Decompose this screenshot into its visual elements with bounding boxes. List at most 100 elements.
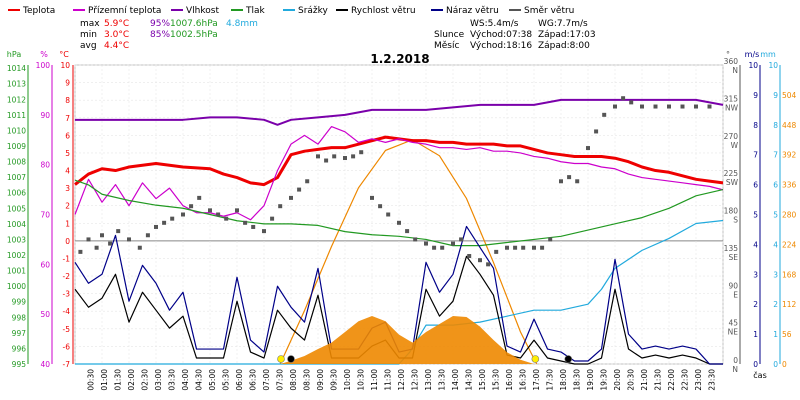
- wind-direction-point: [116, 229, 121, 234]
- temperature-tick-label: 7: [65, 114, 70, 123]
- wind-direction-point: [707, 104, 712, 109]
- temperature-tick-label: 1: [65, 219, 70, 228]
- temperature-tick-label: -6: [63, 342, 71, 351]
- wind-direction-point: [208, 208, 212, 213]
- wind-direction-point: [216, 212, 221, 217]
- series-p-zemn-teplota: [74, 125, 724, 221]
- x-tick-label: 13:00: [424, 369, 433, 391]
- x-tick-label: 15:00: [478, 369, 487, 391]
- pressure-tick-label: 1004: [7, 220, 26, 229]
- temperature-tick-label: 3: [65, 184, 70, 193]
- wind-tick-label: 3: [753, 270, 758, 279]
- pressure-tick-label: 998: [12, 313, 27, 322]
- direction-cardinal-label: N: [732, 66, 738, 75]
- pressure-tick-label: 1014: [7, 64, 26, 73]
- x-tick-label: 03:00: [154, 369, 163, 391]
- wind-direction-point: [181, 212, 185, 217]
- wind-direction-point: [680, 104, 685, 109]
- wind-direction-point: [494, 249, 499, 254]
- direction-cardinal-label: W: [731, 141, 739, 150]
- wind-direction-point: [405, 229, 410, 234]
- wind-tick-label: 4: [753, 240, 758, 249]
- wind-direction-point: [224, 216, 229, 221]
- x-tick-label: 17:00: [532, 369, 541, 391]
- solar-radiation-area: [280, 315, 534, 364]
- wind-direction-point: [162, 220, 167, 225]
- wind-direction-point: [127, 237, 131, 242]
- wind-direction-point: [189, 204, 194, 209]
- wind-direction-point: [467, 254, 472, 259]
- sunrise-marker: [277, 355, 285, 363]
- moon-label: Měsíc: [434, 41, 459, 51]
- radiation-tick-label: 112: [782, 300, 797, 309]
- wind-direction-point: [653, 104, 658, 109]
- x-tick-label: 07:30: [276, 369, 285, 391]
- radiation-tick-label: 224: [782, 240, 797, 249]
- pressure-tick-label: 1005: [7, 204, 26, 213]
- wind-direction-point: [694, 104, 698, 109]
- humidity-tick-label: 90: [40, 111, 50, 120]
- temperature-tick-label: -1: [63, 254, 71, 263]
- wind-tick-label: 0: [753, 360, 758, 369]
- direction-tick-label: 360: [724, 57, 739, 66]
- x-tick-label: 22:00: [667, 369, 676, 391]
- rain-tick-label: 1: [773, 330, 778, 339]
- wind-direction-point: [332, 154, 337, 159]
- x-tick-label: 00:30: [87, 369, 96, 391]
- wind-direction-point: [478, 258, 482, 263]
- x-tick-label: 12:30: [411, 369, 420, 391]
- wind-axis-unit: m/s: [745, 50, 760, 59]
- direction-tick-label: 45: [728, 319, 738, 328]
- radiation-tick-label: 448: [782, 121, 797, 130]
- axis-unit-labels: hPa % °C ° m/s mm čas: [7, 50, 776, 380]
- wind-tick-label: 1: [753, 330, 758, 339]
- sun-label: Slunce: [434, 30, 465, 40]
- x-tick-label: 13:30: [438, 369, 447, 391]
- x-tick-label: 08:00: [289, 369, 298, 391]
- stats-wg: WG:7.7m/s: [538, 19, 588, 29]
- pressure-tick-label: 997: [12, 329, 27, 338]
- humidity-tick-label: 100: [36, 61, 51, 70]
- legend-label: Teplota: [22, 6, 55, 16]
- direction-cardinal-label: SE: [729, 253, 739, 262]
- wind-direction-point: [100, 233, 104, 238]
- rain-tick-label: 8: [773, 121, 778, 130]
- moonset-marker: [287, 355, 295, 363]
- wind-direction-point: [629, 100, 634, 105]
- pressure-tick-label: 995: [12, 360, 27, 369]
- wind-direction-point: [170, 216, 175, 221]
- pressure-tick-label: 1008: [7, 158, 26, 167]
- x-tick-label: 02:30: [141, 369, 150, 391]
- series-vlhkost: [75, 98, 724, 126]
- x-tick-label: 05:00: [208, 369, 217, 391]
- x-tick-label: 20:30: [627, 369, 636, 391]
- x-tick-label: 17:30: [546, 369, 555, 391]
- wind-direction-point: [386, 212, 391, 217]
- wind-direction-point: [548, 237, 553, 242]
- temperature-tick-label: -7: [63, 360, 71, 369]
- legend-label: Srážky: [298, 6, 329, 16]
- wind-direction-point: [108, 241, 113, 246]
- chart-title: 1.2.2018: [370, 52, 429, 66]
- humidity-tick-label: 80: [40, 161, 50, 170]
- x-tick-label: 12:00: [397, 369, 406, 391]
- wind-direction-point: [243, 220, 248, 225]
- wind-direction-point: [621, 96, 626, 101]
- direction-cardinal-label: NE: [728, 328, 739, 337]
- humidity-tick-label: 50: [40, 310, 50, 319]
- x-tick-label: 10:30: [357, 369, 366, 391]
- stats-max-rain: 4.8mm: [226, 19, 258, 29]
- direction-cardinal-label: N: [732, 365, 738, 374]
- wind-direction-point: [86, 237, 91, 242]
- wind-direction-point: [440, 245, 445, 250]
- x-axis-label: čas: [753, 370, 766, 380]
- x-tick-label: 09:30: [330, 369, 339, 391]
- wind-tick-label: 7: [753, 151, 758, 160]
- radiation-tick-label: 336: [782, 181, 797, 190]
- wind-direction-point: [451, 241, 455, 246]
- x-tick-label: 15:30: [492, 369, 501, 391]
- stats-block: max 5.9°C 95% 1007.6hPa 4.8mm min 3.0°C …: [80, 19, 596, 51]
- wind-direction-point: [305, 179, 310, 184]
- wind-direction-point: [289, 195, 293, 200]
